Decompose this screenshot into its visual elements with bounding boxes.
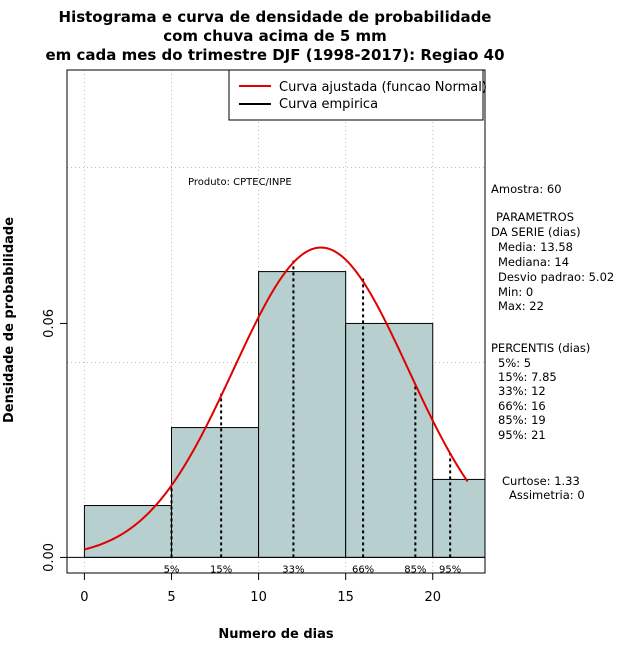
stat-p66: 66%: 16 [498,399,546,413]
legend-box [228,69,484,121]
stat-mediana: Mediana: 14 [498,255,569,269]
percentile-label-0: 5% [164,564,180,575]
stat-p95: 95%: 21 [498,428,546,442]
stat-min: Min: 0 [498,285,533,299]
stat-desvio: Desvio padrao: 5.02 [498,270,614,284]
x-tick-label-4: 20 [424,590,441,605]
stat-pct-title: PERCENTIS (dias) [491,341,590,355]
x-tick-label-1: 5 [167,590,175,605]
x-tick-label-3: 15 [337,590,354,605]
stat-assimetria: Assimetria: 0 [509,488,585,502]
legend-fitted-label: Curva ajustada (funcao Normal) [279,80,487,95]
stat-param-title-2: DA SERIE (dias) [491,225,581,239]
stat-p5: 5%: 5 [498,356,531,370]
histogram-bar-4 [432,478,486,558]
stat-amostra: Amostra: 60 [491,182,562,196]
chart-title-line-1: Histograma e curva de densidade de proba… [59,8,492,26]
credit-label: Produto: CPTEC/INPE [188,177,292,188]
histogram-bar-1 [171,427,260,558]
stat-param-title-1: PARAMETROS [496,210,574,224]
fitted-normal-curve [84,246,469,551]
histogram-bar-3 [345,322,434,558]
x-axis-title: Numero de dias [218,627,334,642]
percentile-label-4: 85% [404,564,426,575]
y-axis-title: Densidade de probabilidade [2,217,17,423]
percentile-label-5: 95% [439,564,461,575]
stat-p33: 33%: 12 [498,384,546,398]
chart-title-line-2: com chuva acima de 5 mm [163,27,387,45]
percentile-label-3: 66% [352,564,374,575]
legend-empirical-label: Curva empirica [279,97,378,112]
chart-title-line-3: em cada mes do trimestre DJF (1998-2017)… [45,46,504,64]
stat-p15: 15%: 7.85 [498,370,557,384]
legend: Curva ajustada (funcao Normal) Curva emp… [228,69,487,121]
stat-p85: 85%: 19 [498,413,546,427]
x-tick-label-2: 10 [250,590,267,605]
percentile-label-2: 33% [282,564,304,575]
stat-curtose: Curtose: 1.33 [502,474,580,488]
y-tick-label-1: 0.06 [42,309,57,338]
stat-media: Media: 13.58 [498,240,573,254]
percentile-label-1: 15% [210,564,232,575]
statistics-panel: Amostra: 60 PARAMETROS DA SERIE (dias) M… [491,182,614,502]
y-tick-label-0: 0.00 [42,543,57,572]
x-tick-label-0: 0 [80,590,88,605]
histogram-bar-2 [258,271,347,558]
plot-area: 5% 15% 33% 66% 85% 95% 0 5 10 15 20 0.00 0.06 [42,69,486,605]
stat-max: Max: 22 [498,299,544,313]
